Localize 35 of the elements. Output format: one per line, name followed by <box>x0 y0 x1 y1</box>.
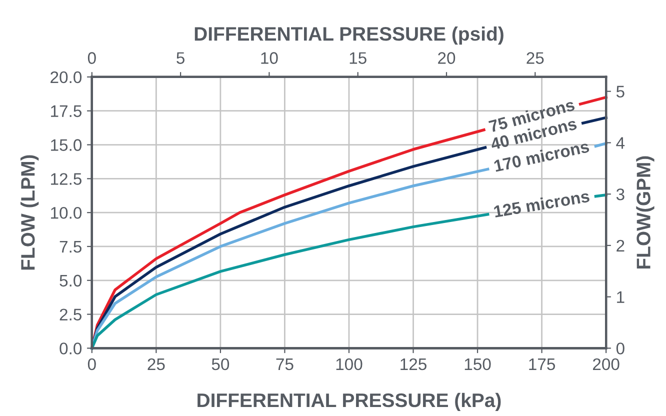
y2-axis-title: FLOW(GPM) <box>636 156 654 269</box>
x2-tick-label: 25 <box>526 52 544 64</box>
y-tick-label: 20.0 <box>50 71 82 84</box>
x2-tick-label: 10 <box>261 52 278 64</box>
y2-tick-label: 5 <box>616 86 624 98</box>
x-tick-label: 25 <box>148 358 165 370</box>
x-tick-label: 50 <box>212 358 230 370</box>
y-tick-label: 2.5 <box>60 308 82 320</box>
text: 125 microns <box>494 190 590 218</box>
x-tick-label: 125 <box>400 358 426 370</box>
y-tick-label: 5.0 <box>60 274 82 287</box>
x2-tick-label: 15 <box>350 52 366 64</box>
y2-tick-label: 2 <box>616 240 624 252</box>
x2-tick-label: 20 <box>438 52 456 64</box>
x-tick-label: 100 <box>336 358 362 370</box>
x2-tick-label: 0 <box>88 52 96 64</box>
y2-tick-label: 3 <box>616 188 624 200</box>
x-tick-label: 0 <box>88 358 96 370</box>
x-tick-label: 150 <box>464 358 491 370</box>
y2-tick-label: 4 <box>616 137 625 149</box>
x2-axis-title: DIFFERENTIAL PRESSURE (psid) <box>194 26 504 45</box>
x-tick-label: 75 <box>276 358 294 370</box>
x2-tick-label: 5 <box>176 52 184 64</box>
y-tick-label: 7.5 <box>60 241 82 253</box>
y-tick-label: 0.0 <box>60 342 82 354</box>
y-tick-label: 12.5 <box>51 173 82 185</box>
y2-tick-label: 0 <box>616 342 624 354</box>
y2-tick-label: 1 <box>617 291 624 303</box>
y-tick-label: 15.0 <box>51 139 82 151</box>
x-axis-title: DIFFERENTIAL PRESSURE (kPa) <box>198 392 501 412</box>
y-axis-title: FLOW (LPM) <box>20 155 39 270</box>
x-tick-label: 200 <box>592 358 620 370</box>
x-tick-label: 175 <box>529 358 555 370</box>
y-tick-label: 17.5 <box>51 105 82 118</box>
y-tick-label: 10.0 <box>51 206 82 219</box>
